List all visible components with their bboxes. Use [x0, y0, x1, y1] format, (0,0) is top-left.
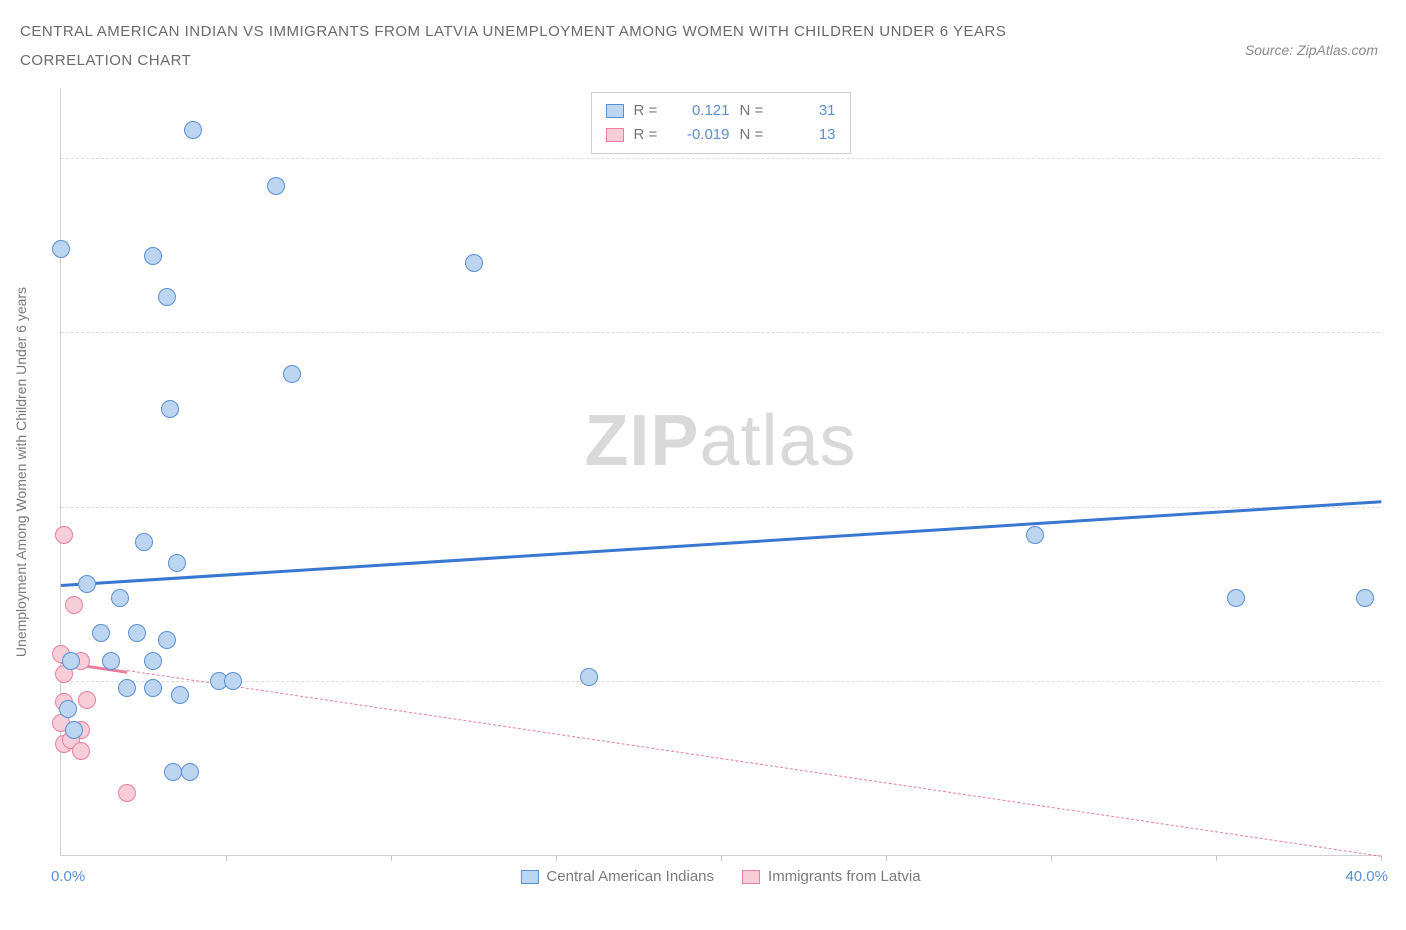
- y-tick-label: 12.5%: [1388, 673, 1406, 690]
- title-line-2: CORRELATION CHART: [20, 47, 1006, 76]
- legend-n-value-a: 31: [778, 99, 836, 123]
- legend-r-label: R =: [634, 123, 662, 147]
- series-a-name: Central American Indians: [546, 868, 714, 885]
- x-axis-max-label: 40.0%: [1345, 868, 1388, 885]
- point-series-a: [164, 763, 182, 781]
- point-series-a: [144, 679, 162, 697]
- point-series-a: [1026, 526, 1044, 544]
- legend-swatch-a: [520, 870, 538, 884]
- point-series-a: [59, 700, 77, 718]
- point-series-b: [118, 784, 136, 802]
- correlation-legend: R = 0.121 N = 31 R = -0.019 N = 13: [591, 92, 851, 154]
- watermark-bold: ZIP: [584, 401, 699, 481]
- y-tick-label: 25.0%: [1388, 498, 1406, 515]
- point-series-b: [78, 691, 96, 709]
- x-tick: [226, 855, 227, 861]
- point-series-a: [92, 624, 110, 642]
- legend-n-label: N =: [740, 123, 768, 147]
- gridline-h: [61, 681, 1380, 682]
- point-series-a: [283, 365, 301, 383]
- legend-n-value-b: 13: [778, 123, 836, 147]
- point-series-b: [65, 596, 83, 614]
- point-series-a: [184, 121, 202, 139]
- legend-swatch-a: [606, 104, 624, 118]
- chart-title: CENTRAL AMERICAN INDIAN VS IMMIGRANTS FR…: [20, 18, 1006, 75]
- legend-item-a: Central American Indians: [520, 868, 714, 885]
- legend-r-value-a: 0.121: [672, 99, 730, 123]
- x-tick: [1051, 855, 1052, 861]
- point-series-a: [1227, 589, 1245, 607]
- point-series-a: [118, 679, 136, 697]
- trend-line: [61, 500, 1381, 587]
- point-series-a: [158, 288, 176, 306]
- point-series-a: [135, 533, 153, 551]
- point-series-a: [78, 575, 96, 593]
- gridline-h: [61, 507, 1380, 508]
- point-series-a: [267, 177, 285, 195]
- series-legend: Central American Indians Immigrants from…: [520, 868, 920, 885]
- legend-r-value-b: -0.019: [672, 123, 730, 147]
- y-tick-label: 37.5%: [1388, 324, 1406, 341]
- point-series-a: [161, 400, 179, 418]
- point-series-a: [62, 652, 80, 670]
- point-series-a: [465, 254, 483, 272]
- point-series-a: [181, 763, 199, 781]
- watermark: ZIPatlas: [584, 400, 856, 482]
- legend-row-a: R = 0.121 N = 31: [606, 99, 836, 123]
- point-series-a: [111, 589, 129, 607]
- point-series-a: [158, 631, 176, 649]
- y-tick-label: 50.0%: [1388, 149, 1406, 166]
- point-series-a: [171, 686, 189, 704]
- title-line-1: CENTRAL AMERICAN INDIAN VS IMMIGRANTS FR…: [20, 18, 1006, 47]
- point-series-a: [224, 672, 242, 690]
- x-axis-min-label: 0.0%: [51, 868, 85, 885]
- scatter-chart: Unemployment Among Women with Children U…: [60, 88, 1380, 856]
- legend-n-label: N =: [740, 99, 768, 123]
- legend-swatch-b: [742, 870, 760, 884]
- gridline-h: [61, 158, 1380, 159]
- point-series-a: [1356, 589, 1374, 607]
- legend-swatch-b: [606, 128, 624, 142]
- point-series-a: [52, 240, 70, 258]
- point-series-a: [144, 652, 162, 670]
- x-tick: [391, 855, 392, 861]
- point-series-a: [144, 247, 162, 265]
- point-series-a: [580, 668, 598, 686]
- legend-item-b: Immigrants from Latvia: [742, 868, 921, 885]
- legend-row-b: R = -0.019 N = 13: [606, 123, 836, 147]
- x-tick: [721, 855, 722, 861]
- x-tick: [1216, 855, 1217, 861]
- source-attribution: Source: ZipAtlas.com: [1245, 42, 1378, 58]
- x-tick: [1381, 855, 1382, 861]
- point-series-b: [72, 742, 90, 760]
- point-series-a: [65, 721, 83, 739]
- series-b-name: Immigrants from Latvia: [768, 868, 921, 885]
- trend-line: [127, 670, 1381, 857]
- x-tick: [556, 855, 557, 861]
- y-axis-label: Unemployment Among Women with Children U…: [13, 286, 29, 656]
- point-series-a: [128, 624, 146, 642]
- point-series-a: [102, 652, 120, 670]
- point-series-a: [168, 554, 186, 572]
- gridline-h: [61, 332, 1380, 333]
- x-tick: [886, 855, 887, 861]
- legend-r-label: R =: [634, 99, 662, 123]
- point-series-b: [55, 526, 73, 544]
- watermark-light: atlas: [699, 401, 856, 481]
